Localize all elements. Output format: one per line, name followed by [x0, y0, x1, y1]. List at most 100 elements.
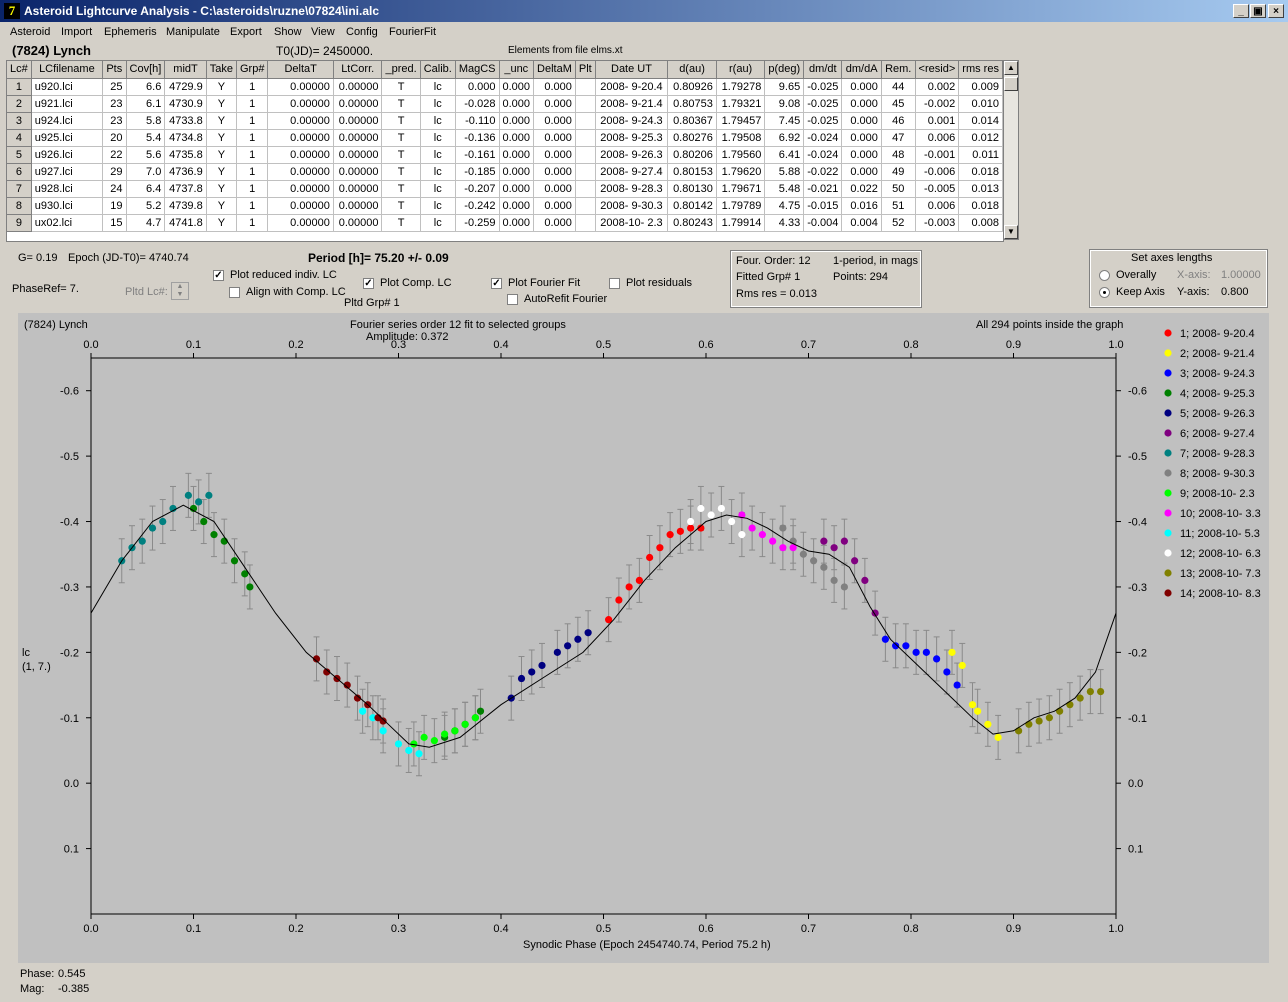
table-cell[interactable]	[575, 112, 596, 130]
table-cell[interactable]: 5.8	[126, 112, 166, 130]
table-cell[interactable]: 0.013	[958, 180, 1003, 198]
table-cell[interactable]: 0.80206	[667, 146, 717, 164]
column-header[interactable]: p(deg)	[764, 61, 805, 79]
column-header[interactable]: dm/dA	[841, 61, 882, 79]
table-cell[interactable]: lc	[420, 197, 456, 215]
table-cell[interactable]: 0.00000	[267, 180, 334, 198]
table-cell[interactable]: lc	[420, 163, 456, 181]
table-cell[interactable]: Y	[206, 163, 237, 181]
table-cell[interactable]: 1	[236, 214, 269, 232]
table-cell[interactable]: 0.010	[958, 95, 1003, 113]
plot-reduced-checkbox[interactable]: ✓	[213, 270, 224, 281]
plot-fourier-checkbox[interactable]: ✓	[491, 278, 502, 289]
table-cell[interactable]: -0.001	[915, 146, 960, 164]
row-header[interactable]: 7	[7, 180, 32, 198]
table-cell[interactable]	[575, 146, 596, 164]
column-header[interactable]: Pts	[102, 61, 127, 79]
chart-canvas[interactable]: 0.0 0.0 0.1 0.1 0.2 0.2 0.3 0.3 0.4 0.4 0.5 0.5 0.6 0…	[18, 313, 1269, 963]
table-cell[interactable]: 0.004	[841, 214, 882, 232]
table-cell[interactable]: 0.00000	[333, 146, 383, 164]
table-cell[interactable]: 1.79914	[716, 214, 766, 232]
table-cell[interactable]: lc	[420, 129, 456, 147]
table-cell[interactable]: 23	[102, 112, 127, 130]
table-cell[interactable]: 0.000	[841, 95, 882, 113]
column-header[interactable]: Rem.	[881, 61, 916, 79]
table-cell[interactable]: 2008- 9-27.4	[595, 163, 669, 181]
menu-fourierfit[interactable]: FourierFit	[389, 26, 437, 38]
align-comp-checkbox[interactable]	[229, 287, 240, 298]
table-cell[interactable]: T	[381, 95, 421, 113]
table-cell[interactable]: 5.48	[764, 180, 805, 198]
table-scrollbar[interactable]: ▲ ▼	[1003, 60, 1019, 240]
table-cell[interactable]: 1.79671	[716, 180, 766, 198]
autorefit-checkbox[interactable]	[507, 294, 518, 305]
table-cell[interactable]: 0.00000	[333, 129, 383, 147]
table-cell[interactable]: 0.018	[958, 197, 1003, 215]
table-cell[interactable]: 1.79560	[716, 146, 766, 164]
table-cell[interactable]: 0.00000	[333, 214, 383, 232]
table-cell[interactable]: 52	[881, 214, 916, 232]
table-cell[interactable]: 0.000	[533, 112, 576, 130]
table-cell[interactable]: -0.006	[915, 163, 960, 181]
table-cell[interactable]: 0.001	[915, 112, 960, 130]
table-cell[interactable]: 49	[881, 163, 916, 181]
table-cell[interactable]: 24	[102, 180, 127, 198]
overally-radio[interactable]	[1099, 270, 1110, 281]
table-cell[interactable]: T	[381, 197, 421, 215]
table-cell[interactable]: 0.00000	[267, 197, 334, 215]
table-cell[interactable]: 4730.9	[164, 95, 207, 113]
table-cell[interactable]: T	[381, 214, 421, 232]
table-cell[interactable]: 50	[881, 180, 916, 198]
table-cell[interactable]: 0.00000	[267, 214, 334, 232]
table-cell[interactable]: 23	[102, 95, 127, 113]
table-cell[interactable]: 0.000	[499, 197, 535, 215]
table-cell[interactable]: 0.000	[499, 214, 535, 232]
column-header[interactable]: Lc#	[7, 61, 32, 79]
column-header[interactable]: DeltaT	[267, 61, 334, 79]
table-cell[interactable]: Y	[206, 214, 237, 232]
table-cell[interactable]: 0.000	[533, 197, 576, 215]
table-cell[interactable]	[575, 197, 596, 215]
lightcurve-table[interactable]: Lc# LCfilename Pts Cov[h] midT Take Grp# DeltaT…	[6, 60, 1004, 242]
column-header[interactable]: Grp#	[236, 61, 269, 79]
table-cell[interactable]: 1.79457	[716, 112, 766, 130]
table-cell[interactable]	[575, 129, 596, 147]
table-cell[interactable]	[575, 163, 596, 181]
table-cell[interactable]: 2008- 9-20.4	[595, 78, 669, 96]
table-cell[interactable]: u925.lci	[31, 129, 104, 147]
table-cell[interactable]: Y	[206, 180, 237, 198]
table-cell[interactable]: 1	[236, 197, 269, 215]
table-cell[interactable]: 2008- 9-28.3	[595, 180, 669, 198]
table-cell[interactable]: -0.025	[803, 112, 843, 130]
table-cell[interactable]: 0.80153	[667, 163, 717, 181]
table-cell[interactable]: ux02.lci	[31, 214, 104, 232]
table-cell[interactable]: 2008- 9-30.3	[595, 197, 669, 215]
table-cell[interactable]: 0.00000	[333, 95, 383, 113]
table-cell[interactable]: 0.000	[841, 78, 882, 96]
column-header[interactable]: LtCorr.	[333, 61, 383, 79]
table-cell[interactable]: 0.00000	[333, 180, 383, 198]
table-cell[interactable]: -0.161	[455, 146, 500, 164]
table-cell[interactable]: -0.024	[803, 129, 843, 147]
table-cell[interactable]: -0.005	[915, 180, 960, 198]
table-cell[interactable]: -0.025	[803, 78, 843, 96]
table-cell[interactable]: 47	[881, 129, 916, 147]
table-cell[interactable]: 4.75	[764, 197, 805, 215]
table-cell[interactable]: 4734.8	[164, 129, 207, 147]
table-cell[interactable]: lc	[420, 95, 456, 113]
table-cell[interactable]: -0.242	[455, 197, 500, 215]
table-cell[interactable]: 0.00000	[333, 78, 383, 96]
table-cell[interactable]: 1	[236, 95, 269, 113]
x-axis-value[interactable]: 1.00000	[1221, 269, 1261, 281]
scroll-thumb[interactable]	[1004, 77, 1018, 91]
table-cell[interactable]: 0.000	[499, 180, 535, 198]
table-cell[interactable]: 45	[881, 95, 916, 113]
table-cell[interactable]: 0.00000	[267, 129, 334, 147]
menu-config[interactable]: Config	[346, 26, 378, 38]
column-header[interactable]: dm/dt	[803, 61, 843, 79]
